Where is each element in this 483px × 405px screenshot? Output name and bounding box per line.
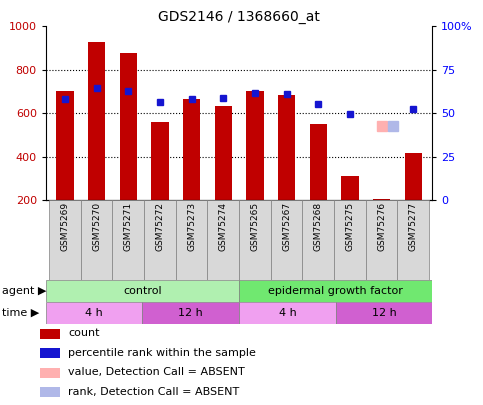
Bar (341, 176, 359, 200)
Text: 4 h: 4 h (85, 308, 103, 318)
Text: GSM75276: GSM75276 (377, 202, 386, 252)
Text: GSM75273: GSM75273 (187, 202, 196, 252)
Bar (144, 200, 176, 280)
Text: GSM75274: GSM75274 (219, 202, 228, 252)
Bar (142, 302, 239, 324)
Bar (405, 153, 422, 200)
Bar (239, 302, 336, 324)
Text: 4 h: 4 h (279, 308, 296, 318)
Title: GDS2146 / 1368660_at: GDS2146 / 1368660_at (158, 10, 320, 24)
Text: GSM75271: GSM75271 (124, 202, 133, 252)
Bar (81, 200, 113, 280)
Bar (40, 348, 60, 358)
Bar (56, 92, 73, 200)
Bar (119, 53, 137, 200)
Bar (176, 200, 207, 280)
Text: time ▶: time ▶ (2, 308, 40, 318)
Text: value, Detection Call = ABSENT: value, Detection Call = ABSENT (68, 367, 245, 377)
Text: percentile rank within the sample: percentile rank within the sample (68, 348, 256, 358)
Text: GSM75270: GSM75270 (92, 202, 101, 252)
Text: epidermal growth factor: epidermal growth factor (268, 286, 403, 296)
Bar (278, 95, 295, 200)
Text: GSM75275: GSM75275 (345, 202, 355, 252)
Bar (207, 200, 239, 280)
Bar (336, 302, 432, 324)
Bar (214, 106, 232, 200)
Bar (373, 199, 390, 200)
Text: GSM75272: GSM75272 (156, 202, 164, 252)
Text: 12 h: 12 h (178, 308, 203, 318)
Bar (46, 280, 239, 302)
Text: 12 h: 12 h (371, 308, 397, 318)
Text: rank, Detection Call = ABSENT: rank, Detection Call = ABSENT (68, 387, 239, 397)
Bar (49, 200, 81, 280)
Text: agent ▶: agent ▶ (2, 286, 47, 296)
Bar (310, 124, 327, 200)
Text: count: count (68, 328, 99, 339)
Bar (239, 280, 432, 302)
Text: GSM75267: GSM75267 (282, 202, 291, 252)
Text: GSM75268: GSM75268 (314, 202, 323, 252)
Text: control: control (123, 286, 162, 296)
Bar (40, 329, 60, 339)
Bar (40, 388, 60, 397)
Bar (366, 200, 398, 280)
Bar (46, 302, 142, 324)
Bar (183, 99, 200, 200)
Text: GSM75265: GSM75265 (250, 202, 259, 252)
Bar (271, 200, 302, 280)
Text: GSM75269: GSM75269 (60, 202, 70, 252)
Bar (246, 92, 264, 200)
Text: GSM75277: GSM75277 (409, 202, 418, 252)
Bar (398, 200, 429, 280)
Bar (334, 200, 366, 280)
Bar (88, 42, 105, 200)
Bar (40, 368, 60, 378)
Bar (239, 200, 271, 280)
Bar (302, 200, 334, 280)
Bar (113, 200, 144, 280)
Bar (151, 122, 169, 200)
